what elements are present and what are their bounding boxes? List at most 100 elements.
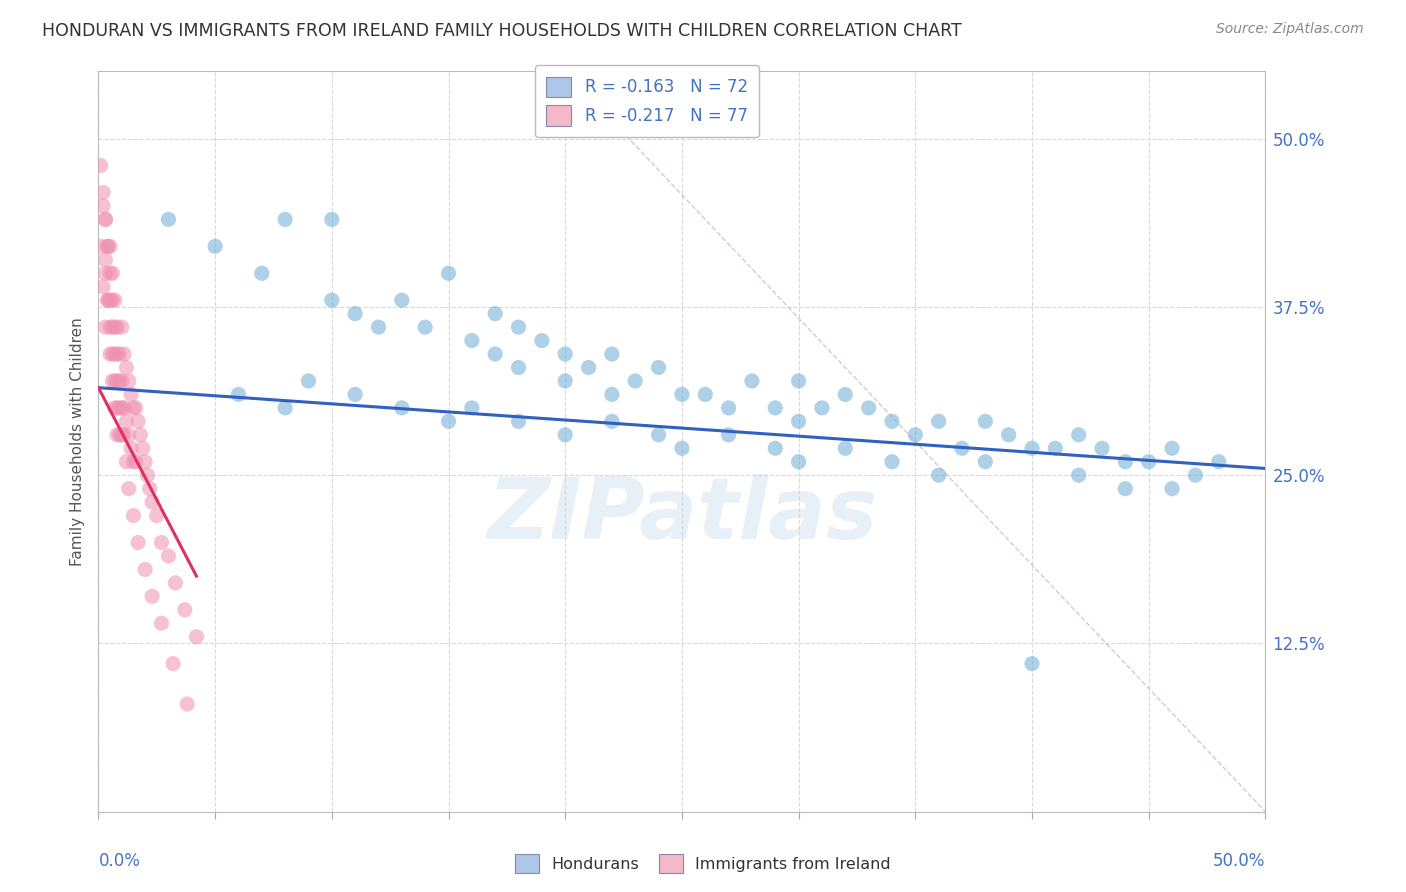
Point bbox=[112, 347, 135, 361]
Point bbox=[97, 239, 120, 253]
Point bbox=[173, 603, 195, 617]
Point bbox=[141, 590, 163, 604]
Point bbox=[125, 401, 148, 415]
Point bbox=[600, 387, 623, 401]
Point bbox=[1067, 468, 1090, 483]
Point bbox=[101, 374, 124, 388]
Point bbox=[1184, 468, 1206, 483]
Point bbox=[228, 387, 250, 401]
Point bbox=[111, 427, 134, 442]
Point bbox=[105, 401, 128, 415]
Point bbox=[115, 414, 138, 428]
Point bbox=[997, 427, 1019, 442]
Point bbox=[108, 374, 131, 388]
Point bbox=[120, 387, 142, 401]
Point bbox=[717, 427, 740, 442]
Point bbox=[367, 320, 389, 334]
Point bbox=[141, 495, 163, 509]
Point bbox=[1137, 455, 1160, 469]
Point bbox=[90, 159, 112, 173]
Text: 0.0%: 0.0% bbox=[98, 853, 141, 871]
Point bbox=[787, 455, 810, 469]
Point bbox=[413, 320, 436, 334]
Y-axis label: Family Households with Children: Family Households with Children bbox=[69, 318, 84, 566]
Point bbox=[763, 442, 786, 456]
Point bbox=[118, 374, 141, 388]
Point bbox=[321, 212, 343, 227]
Point bbox=[94, 212, 117, 227]
Point bbox=[98, 239, 121, 253]
Point bbox=[950, 442, 973, 456]
Point bbox=[974, 455, 997, 469]
Point bbox=[108, 401, 131, 415]
Point bbox=[132, 442, 155, 456]
Point bbox=[763, 401, 786, 415]
Point bbox=[101, 320, 124, 334]
Point bbox=[461, 401, 484, 415]
Point bbox=[118, 482, 141, 496]
Point bbox=[391, 401, 413, 415]
Point bbox=[108, 347, 131, 361]
Point bbox=[858, 401, 880, 415]
Point bbox=[204, 239, 226, 253]
Point bbox=[554, 347, 576, 361]
Point bbox=[105, 374, 128, 388]
Point bbox=[554, 427, 576, 442]
Point bbox=[90, 239, 112, 253]
Point bbox=[321, 293, 343, 308]
Point bbox=[104, 401, 127, 415]
Point bbox=[105, 427, 128, 442]
Text: ZIPatlas: ZIPatlas bbox=[486, 474, 877, 558]
Point bbox=[787, 414, 810, 428]
Point bbox=[120, 442, 142, 456]
Point bbox=[880, 455, 903, 469]
Point bbox=[104, 347, 127, 361]
Point bbox=[1045, 442, 1067, 456]
Text: Source: ZipAtlas.com: Source: ZipAtlas.com bbox=[1216, 22, 1364, 37]
Point bbox=[98, 320, 121, 334]
Point bbox=[741, 374, 763, 388]
Point bbox=[101, 293, 124, 308]
Point bbox=[91, 279, 114, 293]
Point bbox=[1114, 455, 1136, 469]
Point bbox=[94, 212, 117, 227]
Point bbox=[344, 307, 367, 321]
Point bbox=[508, 360, 530, 375]
Point bbox=[115, 360, 138, 375]
Point bbox=[880, 414, 903, 428]
Point bbox=[787, 374, 810, 388]
Text: HONDURAN VS IMMIGRANTS FROM IRELAND FAMILY HOUSEHOLDS WITH CHILDREN CORRELATION : HONDURAN VS IMMIGRANTS FROM IRELAND FAMI… bbox=[42, 22, 962, 40]
Point bbox=[134, 562, 156, 576]
Point bbox=[530, 334, 553, 348]
Point bbox=[104, 293, 127, 308]
Point bbox=[146, 508, 169, 523]
Point bbox=[108, 427, 131, 442]
Point bbox=[157, 549, 180, 563]
Point bbox=[104, 374, 127, 388]
Point bbox=[600, 414, 623, 428]
Point bbox=[1067, 427, 1090, 442]
Point bbox=[484, 347, 506, 361]
Point bbox=[134, 455, 156, 469]
Point bbox=[150, 616, 173, 631]
Point bbox=[274, 401, 297, 415]
Point bbox=[97, 293, 120, 308]
Point bbox=[297, 374, 319, 388]
Point bbox=[391, 293, 413, 308]
Point bbox=[111, 374, 134, 388]
Point bbox=[115, 455, 138, 469]
Point bbox=[94, 320, 117, 334]
Point bbox=[125, 455, 148, 469]
Point bbox=[176, 697, 198, 711]
Point bbox=[139, 482, 162, 496]
Point bbox=[111, 401, 134, 415]
Point bbox=[1114, 482, 1136, 496]
Point bbox=[122, 455, 145, 469]
Point bbox=[122, 401, 145, 415]
Point bbox=[1161, 482, 1184, 496]
Legend: R = -0.163   N = 72, R = -0.217   N = 77: R = -0.163 N = 72, R = -0.217 N = 77 bbox=[534, 65, 759, 137]
Point bbox=[647, 360, 669, 375]
Point bbox=[647, 427, 669, 442]
Point bbox=[554, 374, 576, 388]
Point bbox=[928, 414, 950, 428]
